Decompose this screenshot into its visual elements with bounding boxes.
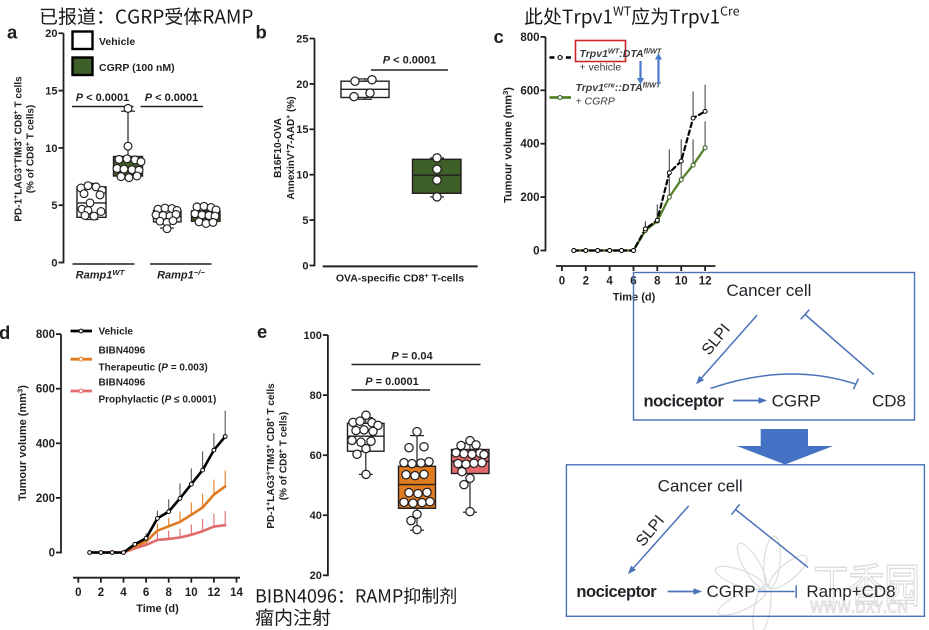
svg-text:+ CGRP: + CGRP <box>576 96 615 108</box>
svg-text:P = 0.0001: P = 0.0001 <box>365 376 419 388</box>
svg-text:B16F10-OVA: B16F10-OVA <box>273 118 284 178</box>
svg-text:25: 25 <box>296 33 308 45</box>
svg-text:AnnexinV+7-AAD+ (%): AnnexinV+7-AAD+ (%) <box>286 96 297 199</box>
svg-text:200: 200 <box>520 192 539 204</box>
svg-text:Prophylactic (P ≤ 0.0001): Prophylactic (P ≤ 0.0001) <box>99 395 217 406</box>
svg-text:PD-1+LAG3+TIM3+ CD8+ T cells: PD-1+LAG3+TIM3+ CD8+ T cells <box>13 76 24 222</box>
svg-text:200: 200 <box>36 493 55 505</box>
svg-text:nociceptor: nociceptor <box>576 583 657 601</box>
svg-text:0: 0 <box>559 276 565 288</box>
svg-text:600: 600 <box>520 85 539 97</box>
svg-text:Trpv1WT:DTAfl/WT: Trpv1WT:DTAfl/WT <box>580 47 662 60</box>
svg-text:2: 2 <box>98 587 104 599</box>
svg-text:P < 0.0001: P < 0.0001 <box>76 92 130 104</box>
svg-text:e: e <box>257 321 267 342</box>
svg-text:+ vehicle: + vehicle <box>580 62 622 74</box>
svg-text:10: 10 <box>675 276 688 288</box>
svg-text:20: 20 <box>45 28 57 40</box>
svg-text:P = 0.04: P = 0.04 <box>391 351 433 363</box>
svg-text:CGRP: CGRP <box>772 392 821 411</box>
svg-text:20: 20 <box>296 79 308 91</box>
svg-text:20: 20 <box>310 570 322 582</box>
svg-text:10: 10 <box>296 170 308 182</box>
svg-text:Cancer cell: Cancer cell <box>658 477 743 496</box>
svg-text:Ramp1WT: Ramp1WT <box>76 268 126 282</box>
svg-text:600: 600 <box>36 384 55 396</box>
svg-text:14: 14 <box>230 587 243 599</box>
svg-text:BIBN4096: BIBN4096 <box>99 346 146 357</box>
svg-text:Ramp+CD8: Ramp+CD8 <box>806 582 895 601</box>
svg-text:Therapeutic (P = 0.003): Therapeutic (P = 0.003) <box>99 363 208 374</box>
svg-text:8: 8 <box>654 276 661 288</box>
svg-text:10: 10 <box>185 587 198 599</box>
svg-text:12: 12 <box>699 276 712 288</box>
svg-text:b: b <box>256 22 267 43</box>
svg-text:d: d <box>0 322 10 343</box>
svg-text:6: 6 <box>143 587 149 599</box>
svg-text:OVA-specific CD8+ T-cells: OVA-specific CD8+ T-cells <box>336 271 465 284</box>
svg-text:nociceptor: nociceptor <box>644 393 725 411</box>
svg-text:(% of CD8+ T cells): (% of CD8+ T cells) <box>278 412 289 501</box>
svg-text:40: 40 <box>310 510 322 522</box>
svg-text:0: 0 <box>302 260 308 272</box>
svg-text:(% of CD8+ T cells): (% of CD8+ T cells) <box>25 105 36 194</box>
svg-text:PD-1+LAG3+TIM3+ CD8+ T cells: PD-1+LAG3+TIM3+ CD8+ T cells <box>266 383 277 529</box>
svg-text:Ramp1−/−: Ramp1−/− <box>157 268 205 282</box>
svg-text:400: 400 <box>520 139 539 151</box>
svg-text:4: 4 <box>606 276 613 288</box>
svg-text:5: 5 <box>51 200 57 212</box>
svg-text:CGRP (100 nM): CGRP (100 nM) <box>99 62 175 74</box>
svg-text:Time (d): Time (d) <box>136 603 179 615</box>
svg-text:5: 5 <box>302 215 308 227</box>
svg-text:c: c <box>494 26 504 47</box>
svg-text:0: 0 <box>533 246 539 258</box>
svg-text:2: 2 <box>583 276 589 288</box>
svg-text:Vehicle: Vehicle <box>99 327 134 338</box>
svg-text:4: 4 <box>120 587 127 599</box>
svg-text:CGRP: CGRP <box>706 582 755 601</box>
svg-text:15: 15 <box>296 124 308 136</box>
svg-text:15: 15 <box>45 86 57 98</box>
svg-text:0: 0 <box>51 257 57 269</box>
svg-text:Vehicle: Vehicle <box>99 36 135 48</box>
svg-text:Tumour volume (mm3): Tumour volume (mm3) <box>15 385 29 501</box>
svg-text:60: 60 <box>310 450 322 462</box>
svg-text:CD8: CD8 <box>872 392 906 411</box>
svg-text:400: 400 <box>36 438 55 450</box>
svg-text:Trpv1cre::DTAfl/WT: Trpv1cre::DTAfl/WT <box>576 81 662 94</box>
svg-text:Cancer cell: Cancer cell <box>726 281 811 300</box>
svg-text:BIBN4096: BIBN4096 <box>99 378 146 389</box>
svg-text:P < 0.0001: P < 0.0001 <box>145 92 199 104</box>
svg-text:80: 80 <box>310 390 322 402</box>
svg-text:0: 0 <box>49 548 55 560</box>
svg-text:a: a <box>7 22 18 43</box>
svg-text:8: 8 <box>165 587 172 599</box>
svg-text:0: 0 <box>75 587 81 599</box>
svg-text:800: 800 <box>520 32 539 44</box>
svg-text:800: 800 <box>36 329 55 341</box>
svg-text:Tumour volume (mm3): Tumour volume (mm3) <box>501 87 515 203</box>
svg-text:100: 100 <box>304 330 322 342</box>
svg-text:12: 12 <box>208 587 221 599</box>
svg-text:10: 10 <box>45 143 57 155</box>
svg-text:P < 0.0001: P < 0.0001 <box>383 55 437 67</box>
